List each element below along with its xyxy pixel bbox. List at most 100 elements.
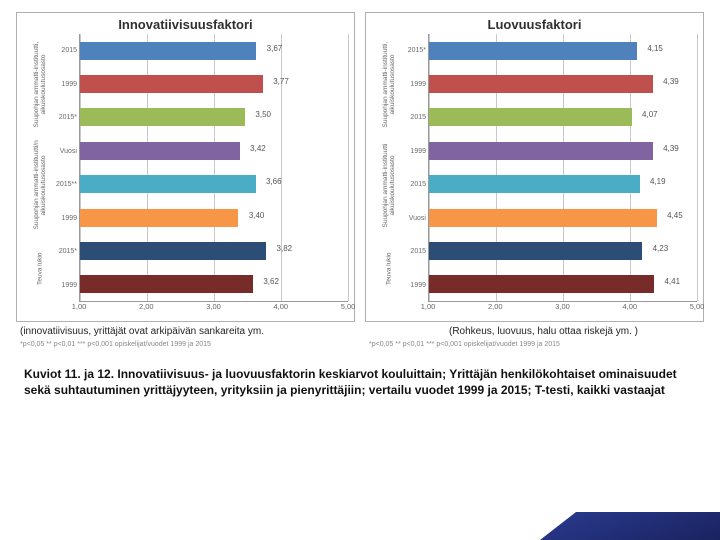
bar: 4,39 [429, 142, 653, 160]
bar-value-label: 3,62 [263, 277, 279, 286]
x-tick-label: 4,00 [273, 302, 288, 311]
x-tick-label: 4,00 [622, 302, 637, 311]
x-axis: 1,002,003,004,005,00 [79, 302, 348, 314]
bar: 4,41 [429, 275, 654, 293]
bar-value-label: 4,45 [667, 211, 683, 220]
y-sub-label: 2015* [57, 104, 79, 132]
chart-body: Suupohjan ammatti-instituutti, aikuiskou… [23, 34, 348, 302]
x-tick-label: 3,00 [206, 302, 221, 311]
caption-row: (innovatiivisuus, yrittäjät ovat arkipäi… [16, 326, 704, 337]
bar: 4,19 [429, 175, 640, 193]
bar-row: 3,50 [80, 105, 344, 129]
bar-value-label: 4,19 [650, 177, 666, 186]
bar: 3,50 [80, 108, 245, 126]
y-sub-label: 2015** [57, 171, 79, 199]
bar-value-label: 4,23 [653, 244, 669, 253]
bar-row: 4,15 [429, 39, 693, 63]
y-group-label: Teuva lukio [372, 235, 406, 302]
bar: 4,45 [429, 209, 657, 227]
x-tick-label: 1,00 [72, 302, 87, 311]
bar-row: 4,19 [429, 172, 693, 196]
bar-row: 4,41 [429, 272, 693, 296]
plot-area: 3,67 3,77 3,50 3,42 3,66 3,40 3,82 3,62 [79, 34, 348, 302]
y-group-label: Suupohjan ammatti-instituutti aikuiskoul… [372, 135, 406, 236]
x-axis: 1,002,003,004,005,00 [428, 302, 697, 314]
bar: 3,77 [80, 75, 263, 93]
y-sub-label: 1999 [57, 204, 79, 232]
bar: 3,82 [80, 242, 266, 260]
plot-area: 4,15 4,39 4,07 4,39 4,19 4,45 4,23 4,41 [428, 34, 697, 302]
x-tick-label: 5,00 [690, 302, 705, 311]
bar-row: 3,62 [80, 272, 344, 296]
footnote-left: *p<0,05 ** p<0,01 *** p<0,001 opiskelija… [16, 341, 355, 348]
y-sub-label: 2015 [57, 37, 79, 65]
y-sub-label: Vuosi [57, 137, 79, 165]
bar-row: 3,42 [80, 139, 344, 163]
caption-right: (Rohkeus, luovuus, halu ottaa riskejä ym… [347, 326, 704, 337]
gridline [348, 34, 349, 301]
bar-row: 4,23 [429, 239, 693, 263]
bar-row: 4,45 [429, 206, 693, 230]
bar-value-label: 3,77 [273, 77, 289, 86]
footnote-right: *p<0,05 ** p<0,01 *** p<0,001 opiskelija… [365, 341, 704, 348]
bar: 3,42 [80, 142, 240, 160]
bar-value-label: 3,42 [250, 144, 266, 153]
y-sub-label: 1999 [57, 70, 79, 98]
y-sub-label: 1999 [406, 70, 428, 98]
main-caption: Kuviot 11. ja 12. Innovatiivisuus- ja lu… [16, 366, 704, 398]
bar: 3,40 [80, 209, 238, 227]
y-sub-labels: 2015 1999 2015* Vuosi 2015** 1999 2015* 1999 [57, 34, 79, 302]
x-tick-label: 2,00 [139, 302, 154, 311]
bar: 4,15 [429, 42, 637, 60]
y-group-label: Teuva lukio [23, 235, 57, 302]
y-sub-label: 1999 [57, 271, 79, 299]
bar-row: 3,82 [80, 239, 344, 263]
charts-row: Innovatiivisuusfaktori Suupohjan ammatti… [16, 12, 704, 322]
y-sub-label: Vuosi [406, 204, 428, 232]
bar-row: 4,07 [429, 105, 693, 129]
bar-value-label: 4,41 [664, 277, 680, 286]
y-group-label: Suupohjan ammatti-instituutti, aikuiskou… [23, 34, 57, 135]
y-sub-label: 2015 [406, 104, 428, 132]
bar-value-label: 4,39 [663, 77, 679, 86]
bar: 4,39 [429, 75, 653, 93]
y-group-label: Suupohjan ammatti-instituutti, aikuiskou… [372, 34, 406, 135]
bar: 4,07 [429, 108, 632, 126]
bar-value-label: 4,15 [647, 44, 663, 53]
y-sub-label: 2015* [57, 238, 79, 266]
main-caption-bold1: Kuviot 11. ja 12. Innovatiivisuus- ja lu… [24, 367, 449, 381]
chart-title: Innovatiivisuusfaktori [23, 17, 348, 32]
y-sub-label: 1999 [406, 271, 428, 299]
chart-title: Luovuusfaktori [372, 17, 697, 32]
bar-value-label: 3,66 [266, 177, 282, 186]
x-tick-label: 5,00 [341, 302, 356, 311]
bar: 3,62 [80, 275, 253, 293]
y-sub-label: 2015 [406, 238, 428, 266]
x-tick-label: 1,00 [421, 302, 436, 311]
y-sub-label: 2015* [406, 37, 428, 65]
bar-value-label: 3,67 [267, 44, 283, 53]
bar: 4,23 [429, 242, 642, 260]
y-sub-label: 1999 [406, 137, 428, 165]
bar-row: 3,66 [80, 172, 344, 196]
caption-left: (innovatiivisuus, yrittäjät ovat arkipäi… [16, 326, 337, 337]
chart-body: Suupohjan ammatti-instituutti, aikuiskou… [372, 34, 697, 302]
y-sub-label: 2015 [406, 171, 428, 199]
bar-row: 3,77 [80, 72, 344, 96]
bar: 3,66 [80, 175, 256, 193]
bar-row: 3,67 [80, 39, 344, 63]
bar-value-label: 4,39 [663, 144, 679, 153]
bar-value-label: 3,82 [277, 244, 293, 253]
bar-row: 4,39 [429, 72, 693, 96]
y-group-labels: Suupohjan ammatti-instituutti, aikuiskou… [372, 34, 406, 302]
bar-value-label: 4,07 [642, 110, 658, 119]
bar-value-label: 3,40 [249, 211, 265, 220]
gridline [697, 34, 698, 301]
footnote-row: *p<0,05 ** p<0,01 *** p<0,001 opiskelija… [16, 341, 704, 348]
chart-panel-left: Innovatiivisuusfaktori Suupohjan ammatti… [16, 12, 355, 322]
bar-value-label: 3,50 [255, 110, 271, 119]
y-group-label: Suupohjan ammatti-instituutti/n aikuisko… [23, 135, 57, 236]
y-group-labels: Suupohjan ammatti-instituutti, aikuiskou… [23, 34, 57, 302]
decorative-stripe [540, 512, 720, 540]
y-sub-labels: 2015* 1999 2015 1999 2015 Vuosi 2015 1999 [406, 34, 428, 302]
